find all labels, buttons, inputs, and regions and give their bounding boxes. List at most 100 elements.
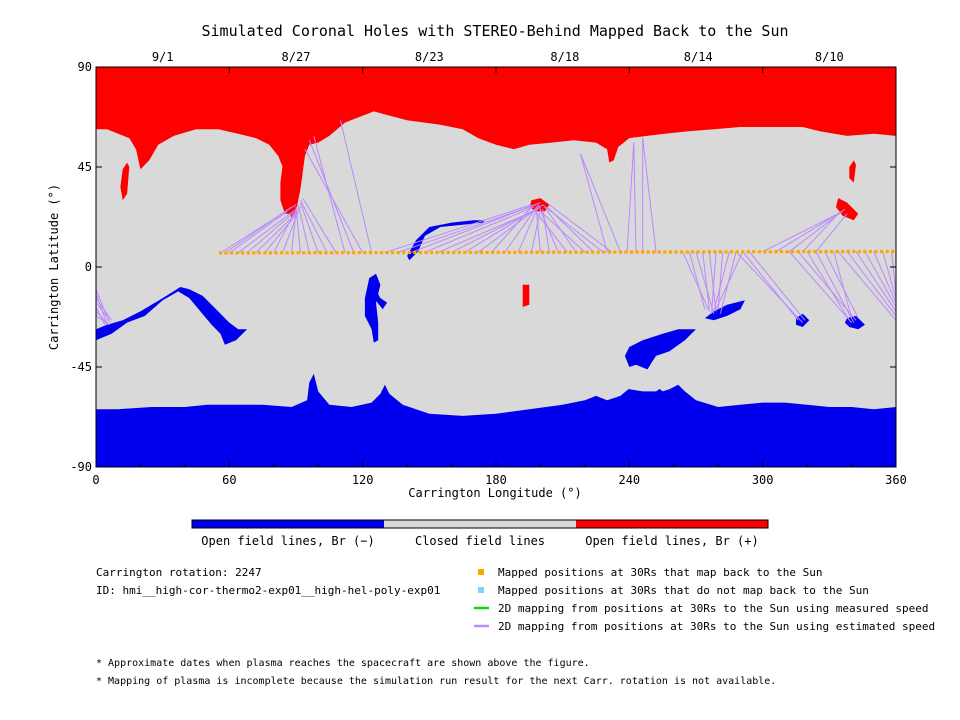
colorbar-label: Open field lines, Br (+) xyxy=(585,534,758,548)
estimated-speed-mapping-line xyxy=(299,202,319,253)
estimated-speed-mapping-line xyxy=(815,213,848,252)
estimated-speed-mapping-line xyxy=(837,251,896,321)
plot-area xyxy=(95,66,897,468)
mapped-position-point xyxy=(324,251,328,255)
mapped-position-point xyxy=(796,250,800,254)
estimated-speed-mapping-line xyxy=(742,251,799,321)
estimated-speed-mapping-line xyxy=(313,135,346,253)
estimated-speed-mapping-line xyxy=(642,138,657,252)
x-tick-label: 360 xyxy=(885,473,907,487)
estimated-speed-mapping-line xyxy=(713,251,730,312)
mapped-position-point xyxy=(446,250,450,255)
estimated-speed-mapping-line xyxy=(579,153,621,253)
note-dates: * Approximate dates when plasma reaches … xyxy=(96,658,590,669)
estimated-speed-mapping-line xyxy=(695,251,715,314)
estimated-speed-mapping-line xyxy=(846,251,896,317)
mapped-position-point xyxy=(596,250,600,254)
estimated-speed-mapping-line xyxy=(96,315,110,326)
mapped-position-point xyxy=(429,250,434,255)
mapping-lines xyxy=(96,120,896,326)
estimated-speed-mapping-line xyxy=(96,302,110,321)
estimated-speed-mapping-line xyxy=(882,251,896,299)
coronal-hole-negative-12 xyxy=(704,300,745,321)
mapped-position-point xyxy=(546,250,550,254)
coronal-hole-negative-14 xyxy=(844,315,865,330)
legend-label: Mapped positions at 30Rs that map back t… xyxy=(498,566,823,579)
estimated-speed-mapping-line xyxy=(264,208,301,253)
y-tick-label: 45 xyxy=(78,160,92,174)
mapped-position-point xyxy=(791,250,795,254)
mapped-position-point xyxy=(329,251,334,255)
mapped-position-point xyxy=(502,250,506,254)
mapped-position-point xyxy=(868,249,873,254)
mapped-position-point xyxy=(513,250,517,254)
estimated-speed-mapping-line xyxy=(549,204,612,253)
estimated-speed-mapping-line xyxy=(237,208,297,254)
coronal-hole-positive-2 xyxy=(280,164,303,214)
coronal-hole-negative-13 xyxy=(796,313,810,327)
mapped-position-point xyxy=(257,251,261,255)
mapped-position-point xyxy=(702,250,706,254)
legend: Mapped positions at 30Rs that map back t… xyxy=(474,566,935,633)
mapped-position-point xyxy=(479,250,484,254)
estimated-speed-mapping-line xyxy=(579,153,608,253)
mapped-position-point xyxy=(779,250,784,254)
coronal-hole-negative-7 xyxy=(96,329,896,467)
mapped-position-point xyxy=(674,250,678,254)
date-tick-label: 8/10 xyxy=(815,50,844,64)
mapped-position-point xyxy=(518,250,523,254)
id-value: hmi__high-cor-thermo2-exp01__high-hel-po… xyxy=(123,584,441,597)
mapped-position-point xyxy=(557,250,561,254)
estimated-speed-mapping-line xyxy=(833,251,853,319)
mapped-position-point xyxy=(374,251,378,255)
mapped-position-point xyxy=(507,250,511,254)
estimated-speed-mapping-line xyxy=(540,211,586,253)
mapped-position-point xyxy=(241,251,245,255)
closed-region-0 xyxy=(620,364,663,392)
mapped-position-point xyxy=(857,249,861,254)
mapped-position-point xyxy=(729,250,734,254)
mapped-position-point xyxy=(352,251,356,255)
mapped-position-point xyxy=(346,251,350,255)
x-tick-label: 60 xyxy=(222,473,236,487)
mapped-position-point xyxy=(629,250,634,254)
estimated-speed-mapping-line xyxy=(873,251,896,303)
estimated-speed-mapping-line xyxy=(297,204,310,253)
coronal-hole-positive-5 xyxy=(849,160,856,183)
mapped-position-point xyxy=(491,250,495,254)
estimated-speed-mapping-line xyxy=(748,251,806,321)
mapped-position-point xyxy=(763,250,767,254)
mapped-position-point xyxy=(685,250,689,254)
estimated-speed-mapping-line xyxy=(304,148,364,253)
estimated-speed-mapping-line xyxy=(824,251,859,319)
mapped-position-point xyxy=(741,250,745,254)
estimated-speed-mapping-line xyxy=(535,206,541,253)
mapped-position-point xyxy=(746,250,750,254)
mapped-position-point xyxy=(224,251,228,255)
mapped-position-point xyxy=(463,250,467,255)
coronal-hole-negative-11 xyxy=(367,278,388,310)
mapped-position-point xyxy=(291,251,295,255)
mapped-position-point xyxy=(263,251,267,255)
x-tick-label: 0 xyxy=(92,473,99,487)
coronal-hole-positive-6 xyxy=(836,198,859,221)
mapped-position-point xyxy=(335,251,339,255)
mapped-position-point xyxy=(807,250,811,254)
coronal-hole-negative-9 xyxy=(407,220,485,261)
mapped-position-point xyxy=(413,250,417,255)
mapped-position-point xyxy=(341,251,345,255)
mapped-position-point xyxy=(296,251,300,255)
mapped-position-point xyxy=(718,250,723,254)
estimated-speed-mapping-line xyxy=(424,206,534,253)
y-axis-label: Carrington Latitude (°) xyxy=(47,184,61,350)
estimated-speed-mapping-line xyxy=(246,206,301,254)
mapped-position-point xyxy=(813,250,817,254)
estimated-speed-mapping-line xyxy=(855,251,896,312)
mapped-position-point xyxy=(841,249,845,254)
estimated-speed-mapping-line xyxy=(762,210,843,253)
mapped-position-point xyxy=(579,250,584,254)
mapped-position-point xyxy=(229,251,234,255)
estimated-speed-mapping-line xyxy=(339,120,373,253)
estimated-speed-mapping-line xyxy=(788,251,852,323)
